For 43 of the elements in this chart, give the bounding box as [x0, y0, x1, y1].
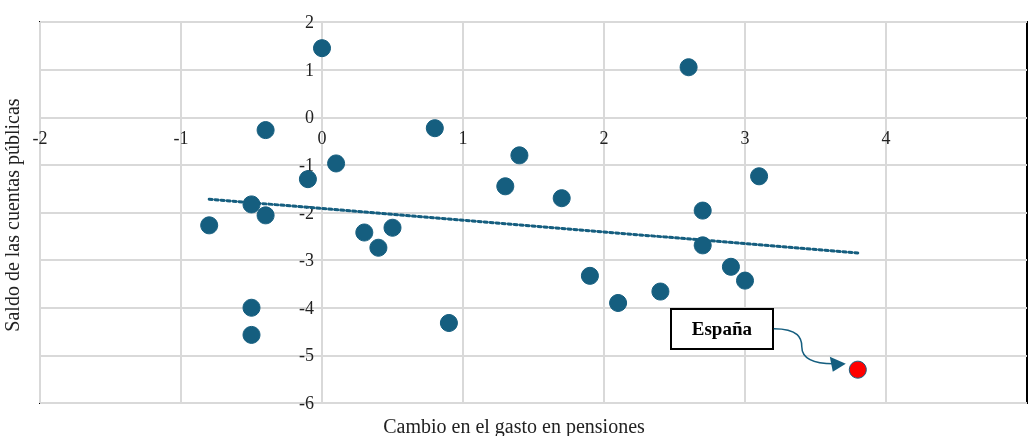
y-tick-label: -3	[299, 250, 314, 271]
y-tick-label: -1	[299, 154, 314, 175]
point	[200, 216, 219, 235]
y-tick-label: 1	[305, 59, 314, 80]
y-tick-label: -4	[299, 297, 314, 318]
point	[425, 119, 444, 138]
point	[736, 271, 754, 290]
y-tick-label: -5	[299, 345, 314, 366]
x-tick-label: 2	[599, 128, 609, 149]
point	[510, 146, 529, 165]
point	[298, 170, 317, 189]
point	[721, 257, 740, 276]
point	[369, 238, 388, 257]
point	[693, 201, 712, 220]
point	[256, 206, 275, 225]
x-tick-label: 4	[881, 128, 891, 149]
y-tick-label: 2	[305, 12, 314, 32]
point	[693, 236, 712, 255]
point	[651, 282, 670, 301]
point	[552, 189, 571, 208]
point	[750, 167, 769, 186]
point	[609, 293, 628, 312]
x-tick-label: -1	[173, 128, 189, 149]
point	[242, 195, 261, 214]
point	[327, 154, 346, 173]
y-axis-title: Saldo de las cuentas públicas	[1, 98, 24, 332]
point	[679, 58, 698, 77]
y-tick-label: 0	[305, 107, 314, 128]
point	[496, 177, 515, 196]
x-tick-label: 3	[740, 128, 750, 149]
x-tick-label: -2	[32, 128, 48, 149]
point	[242, 325, 261, 344]
y-tick-label: -6	[299, 393, 314, 413]
point	[848, 360, 867, 379]
point	[242, 298, 261, 317]
point	[313, 39, 331, 58]
point	[355, 223, 374, 242]
annotation: España	[669, 307, 774, 350]
point	[256, 121, 275, 140]
point	[580, 266, 599, 285]
x-tick-label: 1	[458, 128, 468, 149]
point	[439, 313, 458, 332]
point	[383, 218, 402, 237]
